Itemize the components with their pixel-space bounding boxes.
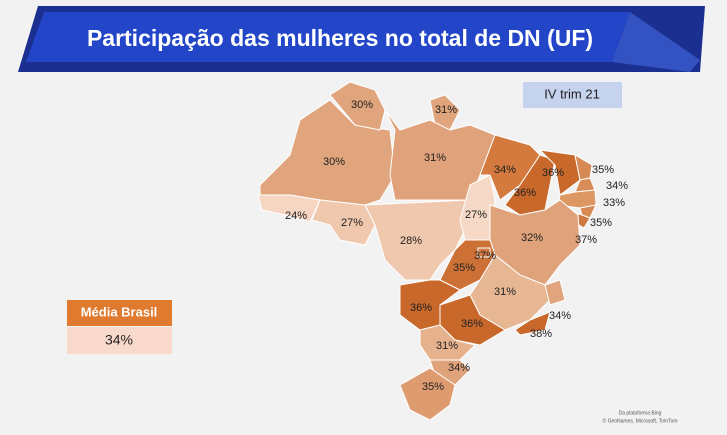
state-label: 28% <box>400 235 422 247</box>
banner <box>26 12 630 62</box>
badge-box <box>523 82 622 108</box>
state-label: 34% <box>549 310 571 322</box>
attribution: © GeoNames, Microsoft, TomTom <box>603 417 678 424</box>
state-label: 31% <box>424 152 446 164</box>
legend-title: Média Brasil <box>81 304 158 319</box>
state-label: 36% <box>461 318 483 330</box>
title: Participação das mulheres no total de DN… <box>87 25 593 51</box>
state-label: 31% <box>436 340 458 352</box>
state-label: 32% <box>521 232 543 244</box>
state-label: 27% <box>465 209 487 221</box>
legend-value-box <box>67 327 172 354</box>
legend-title-box <box>67 300 172 326</box>
state-label: 34% <box>494 164 516 176</box>
state-label: 24% <box>285 210 307 222</box>
state-label: 35% <box>422 381 444 393</box>
legend-value: 34% <box>105 332 133 348</box>
state-label: 31% <box>435 104 457 116</box>
state-label: 35% <box>590 217 612 229</box>
state-label: 35% <box>592 164 614 176</box>
state <box>479 134 541 201</box>
states <box>257 81 597 421</box>
state-label: 34% <box>606 180 628 192</box>
state-labels: 30% 31% 30% 31% 34% 36% 36% 35% 34% 33% … <box>285 99 628 393</box>
state <box>514 311 551 336</box>
state-label: 37% <box>575 234 597 246</box>
state <box>544 279 566 306</box>
state <box>419 324 476 361</box>
state-label: 35% <box>453 262 475 274</box>
state <box>257 194 321 223</box>
state-label: 36% <box>542 167 564 179</box>
state-label: 30% <box>351 99 373 111</box>
state-label: 38% <box>530 328 552 340</box>
banner-tail <box>612 12 700 72</box>
state <box>538 149 581 196</box>
state-label: 37% <box>474 250 496 262</box>
state <box>399 279 461 331</box>
state-label: 31% <box>494 286 516 298</box>
state-label: 36% <box>514 187 536 199</box>
state-label: 33% <box>603 197 625 209</box>
state <box>477 247 491 258</box>
state <box>429 94 461 131</box>
state-label: 36% <box>410 302 432 314</box>
state-label: 27% <box>341 217 363 229</box>
badge: IV trim 21 <box>544 86 600 101</box>
state <box>399 367 456 421</box>
attribution: Da plataforma Bing <box>619 410 662 416</box>
state-label: 34% <box>448 362 470 374</box>
state-label: 30% <box>323 156 345 168</box>
